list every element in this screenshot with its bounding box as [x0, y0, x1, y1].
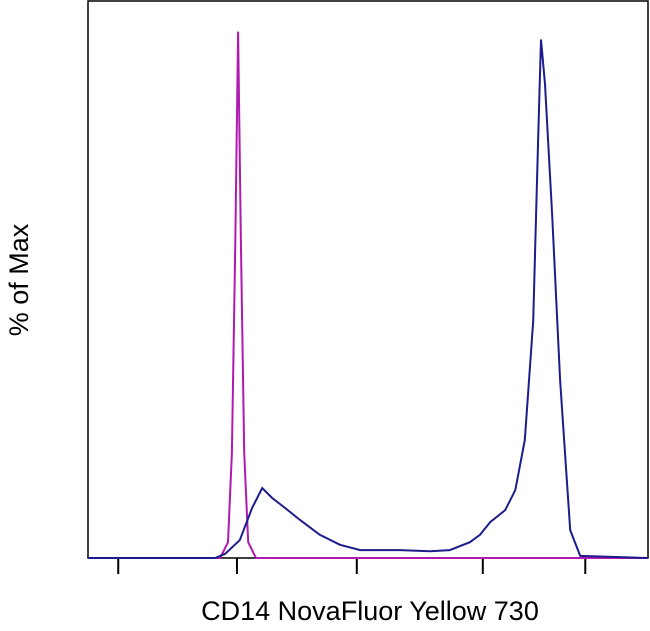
histogram-line: [88, 31, 648, 559]
x-axis-label: CD14 NovaFluor Yellow 730: [201, 596, 539, 626]
histogram-line: [88, 39, 649, 559]
plot-frame: [87, 0, 649, 559]
y-axis-label: % of Max: [4, 223, 34, 336]
